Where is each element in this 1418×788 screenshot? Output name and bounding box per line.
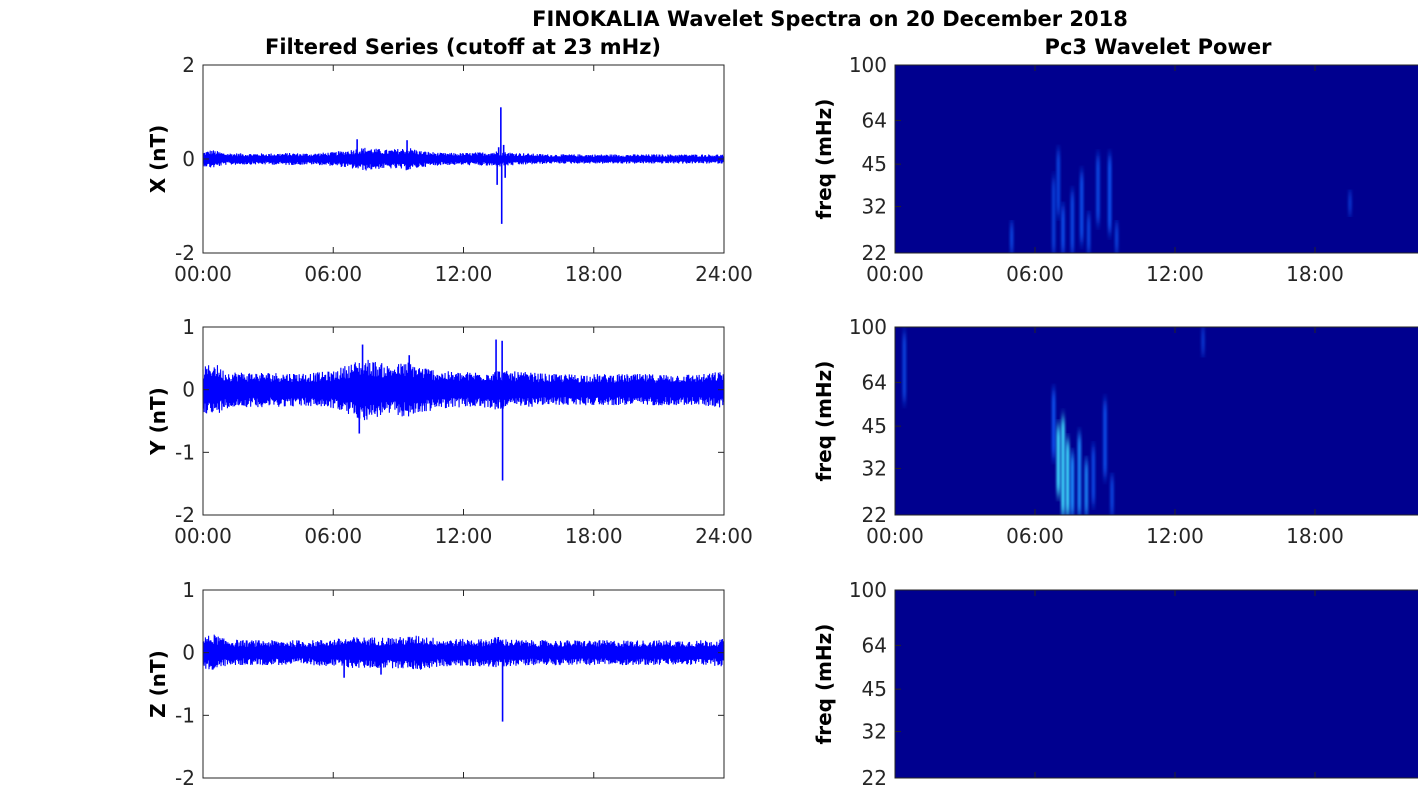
wavelet-frame <box>894 589 1418 779</box>
wavelet-plot-area <box>895 327 1418 515</box>
series-ytick-label: -2 <box>175 241 195 265</box>
wavelet-hotspot <box>1065 440 1070 515</box>
wavelet-ytick-label: 32 <box>862 719 887 743</box>
series-xtick-label: 12:00 <box>435 524 493 548</box>
filtered-series-panel: 00:00 06:00 12:00 18:00 24:00 -2 -1 0 1 Y (nT) <box>146 315 753 548</box>
wavelet-hotspot <box>1348 191 1352 215</box>
wavelet-ytick-label: 45 <box>862 152 887 176</box>
series-plot-area <box>203 327 724 515</box>
wavelet-ytick-label: 64 <box>862 370 887 394</box>
wavelet-xtick-label: 00:00 <box>866 524 924 548</box>
series-frame <box>202 589 725 779</box>
wavelet-hotspot <box>1056 151 1061 215</box>
wavelet-plot-area <box>895 590 1418 778</box>
wavelet-ytick-label: 22 <box>862 503 887 527</box>
series-xtick-label: 24:00 <box>695 262 753 286</box>
wavelet-hotspot <box>1201 327 1205 355</box>
wavelet-hotspot <box>1009 223 1014 253</box>
series-frame <box>202 64 725 254</box>
wavelet-ytick-label: 64 <box>862 633 887 657</box>
series-trace <box>202 359 725 421</box>
wavelet-hotspots <box>1009 151 1352 253</box>
series-ylabel: X (nT) <box>146 125 170 194</box>
wavelet-xtick-label: 18:00 <box>1286 524 1344 548</box>
wavelet-hotspot <box>1079 172 1084 243</box>
wavelet-power-panel: 22 32 45 64 100 freq (mHz) <box>812 578 1418 788</box>
wavelet-ytick-label: 45 <box>862 677 887 701</box>
series-xtick-label: 06:00 <box>304 262 362 286</box>
wavelet-xtick-label: 12:00 <box>1146 524 1204 548</box>
series-trace <box>202 634 725 670</box>
series-xtick-label: 18:00 <box>565 262 623 286</box>
wavelet-ytick-label: 32 <box>862 194 887 218</box>
series-xtick-label: 18:00 <box>565 524 623 548</box>
series-ytick-label: 1 <box>182 578 195 602</box>
wavelet-ytick-label: 100 <box>849 53 887 77</box>
series-xtick-label: 00:00 <box>174 262 232 286</box>
wavelet-ylabel: freq (mHz) <box>812 624 836 745</box>
wavelet-hotspot <box>1051 178 1056 253</box>
wavelet-hotspot <box>1077 434 1082 515</box>
series-ylabel: Y (nT) <box>146 387 170 456</box>
wavelet-hotspot <box>1070 453 1075 515</box>
series-ytick-label: -2 <box>175 766 195 788</box>
wavelet-xtick-label: 12:00 <box>1146 262 1204 286</box>
wavelet-hotspot <box>1086 214 1091 253</box>
wavelet-xtick-label: 00:00 <box>866 262 924 286</box>
wavelet-frame <box>894 326 1418 516</box>
series-plot-area <box>203 590 724 778</box>
series-xtick-label: 00:00 <box>174 524 232 548</box>
series-xtick-label: 24:00 <box>695 524 753 548</box>
right-column-title: Pc3 Wavelet Power <box>1045 35 1273 59</box>
wavelet-xtick-label: 06:00 <box>1006 524 1064 548</box>
wavelet-ytick-label: 64 <box>862 108 887 132</box>
wavelet-hotspot <box>1084 460 1089 515</box>
series-trace <box>202 147 725 171</box>
filtered-series-panel: -2 -1 0 1 Z (nT) <box>146 578 725 788</box>
wavelet-hotspot <box>1051 390 1056 458</box>
series-ytick-label: -1 <box>175 703 195 727</box>
figure-title: FINOKALIA Wavelet Spectra on 20 December… <box>532 7 1128 31</box>
series-ytick-label: 0 <box>182 378 195 402</box>
wavelet-ytick-label: 22 <box>862 766 887 788</box>
series-ylabel: Z (nT) <box>146 650 170 718</box>
wavelet-hotspot <box>1103 401 1107 477</box>
series-xtick-label: 12:00 <box>435 262 493 286</box>
wavelet-hotspots <box>902 327 1205 515</box>
filtered-series-panel: 00:00 06:00 12:00 18:00 24:00 -2 0 2 X (nT) <box>146 53 753 286</box>
wavelet-ytick-label: 45 <box>862 414 887 438</box>
wavelet-hotspot <box>1110 476 1114 515</box>
wavelet-xtick-label: 06:00 <box>1006 262 1064 286</box>
wavelet-plot-area <box>895 65 1418 253</box>
wavelet-hotspot <box>1096 156 1100 224</box>
wavelet-ytick-label: 32 <box>862 456 887 480</box>
wavelet-ylabel: freq (mHz) <box>812 361 836 482</box>
series-ytick-label: 2 <box>182 53 195 77</box>
series-ytick-label: 0 <box>182 147 195 171</box>
wavelet-xtick-label: 18:00 <box>1286 262 1344 286</box>
series-ytick-label: -2 <box>175 503 195 527</box>
series-ytick-label: 0 <box>182 641 195 665</box>
series-frame <box>202 326 725 516</box>
wavelet-ytick-label: 100 <box>849 578 887 602</box>
series-xtick-label: 06:00 <box>304 524 362 548</box>
left-column-title: Filtered Series (cutoff at 23 mHz) <box>265 35 661 59</box>
wavelet-hotspot <box>1056 426 1061 495</box>
series-ytick-label: 1 <box>182 315 195 339</box>
series-ytick-label: -1 <box>175 440 195 464</box>
wavelet-hotspot <box>1070 191 1075 253</box>
wavelet-frame <box>894 64 1418 254</box>
wavelet-ytick-label: 22 <box>862 241 887 265</box>
wavelet-hotspot <box>1091 447 1096 505</box>
wavelet-hotspot <box>1107 156 1112 233</box>
wavelet-ytick-label: 100 <box>849 315 887 339</box>
wavelet-ylabel: freq (mHz) <box>812 99 836 220</box>
wavelet-hotspot <box>1061 206 1065 253</box>
wavelet-hotspot <box>1061 418 1065 515</box>
wavelet-hotspot <box>902 333 907 402</box>
wavelet-hotspot <box>1114 223 1119 253</box>
